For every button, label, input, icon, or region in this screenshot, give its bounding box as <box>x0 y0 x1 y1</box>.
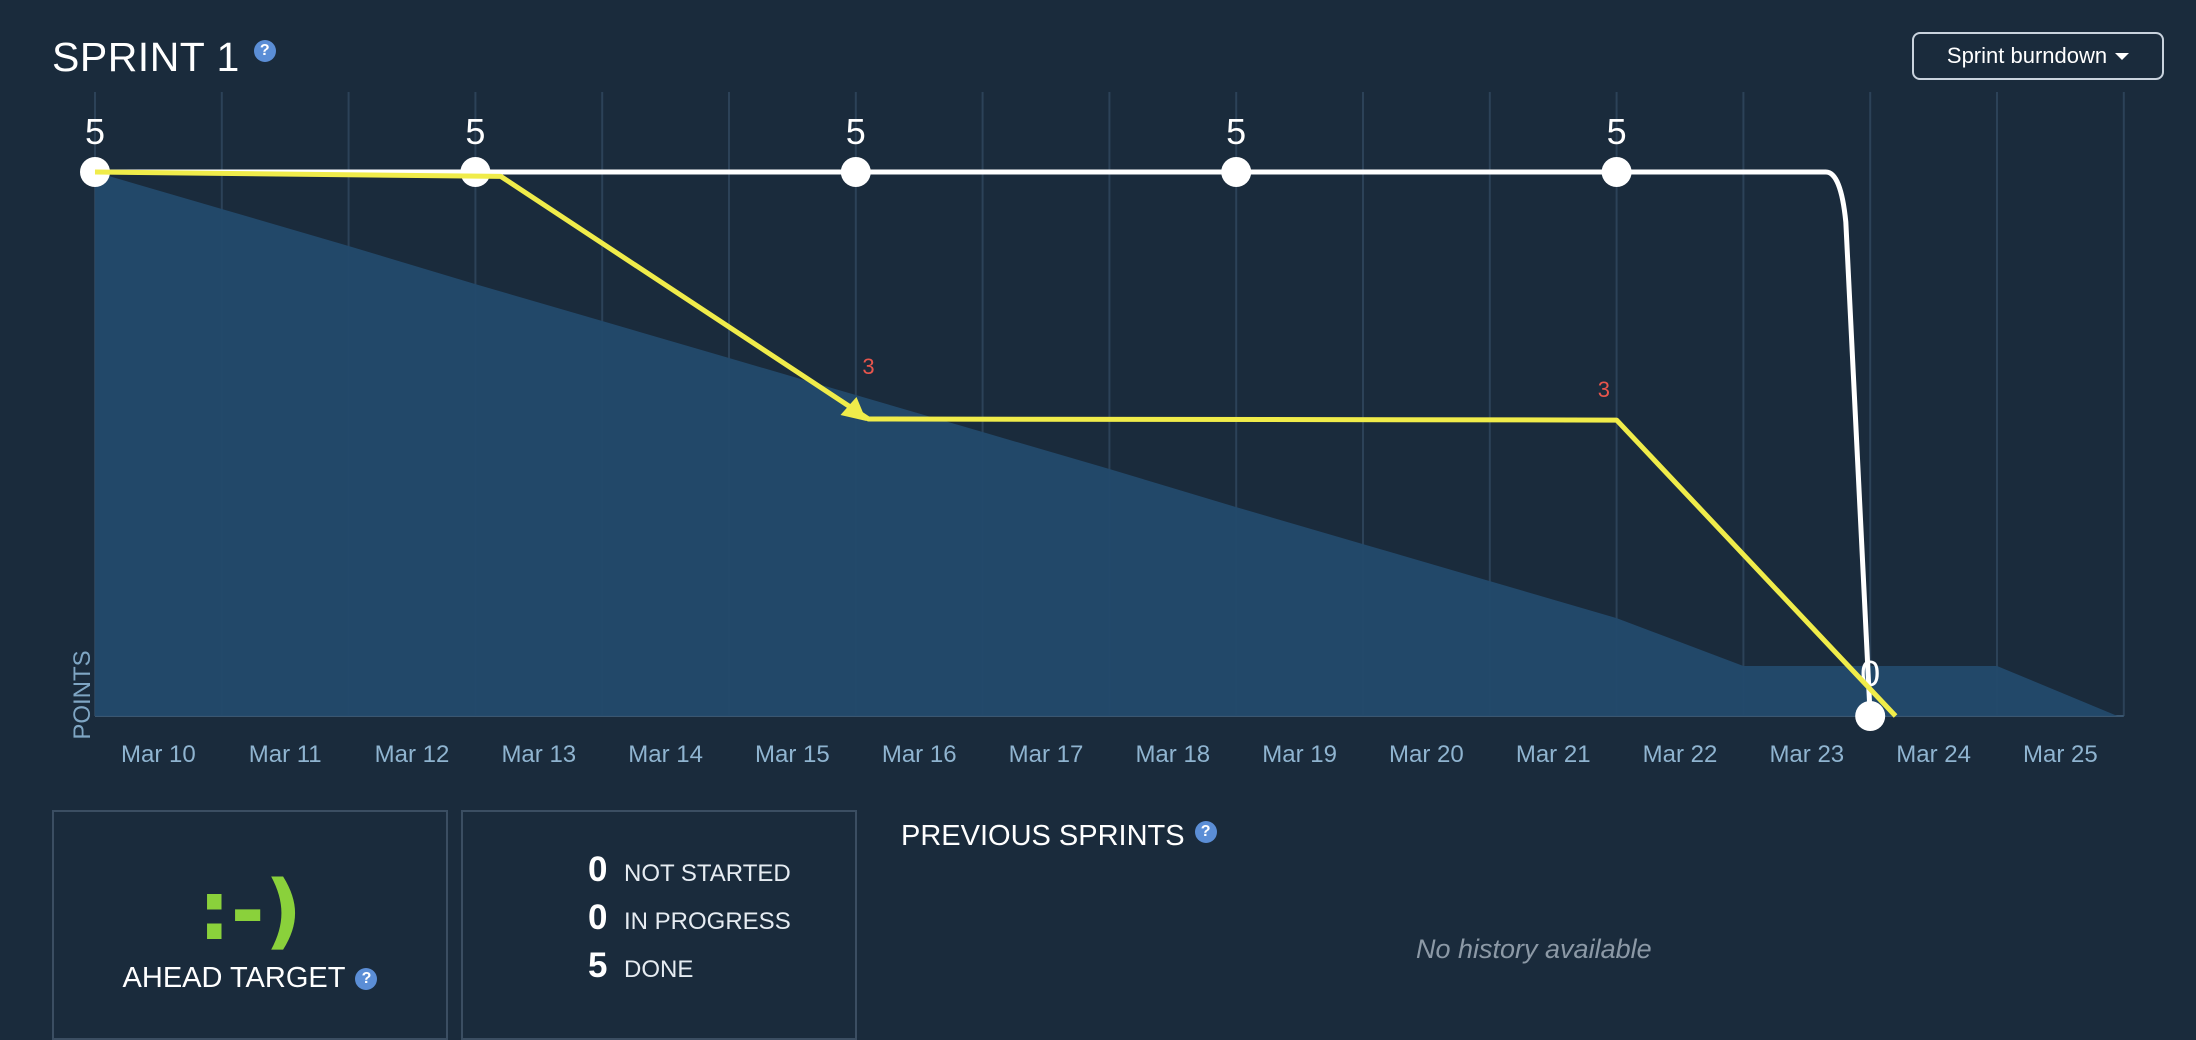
x-tick-label: Mar 12 <box>375 741 450 768</box>
help-icon[interactable]: ? <box>1194 820 1217 843</box>
scope-point <box>1601 157 1632 187</box>
ideal-burndown-area <box>95 172 2118 716</box>
burndown-chart: 5 5 5 5 50 33 Mar 10 Mar 11 Mar 12 Mar 13 Mar 14… <box>69 92 2125 768</box>
no-history-message: No history available <box>1416 934 1652 964</box>
status-count: 0 <box>588 850 608 889</box>
status-label: NOT STARTED <box>624 860 791 887</box>
target-panel: :-) AHEAD TARGET ? <box>52 810 448 1040</box>
sprint-title-row: SPRINT 1 ? <box>52 34 276 81</box>
smiley-icon: :-) <box>197 864 303 959</box>
remaining-line <box>94 169 1898 718</box>
caret-down-icon <box>2115 52 2130 60</box>
previous-sprints-heading: PREVIOUS SPRINTS ? <box>901 820 1217 853</box>
previous-sprints-title: PREVIOUS SPRINTS <box>901 820 1185 852</box>
help-icon[interactable]: ? <box>355 967 378 990</box>
scope-point <box>1855 701 1886 731</box>
status-list: 0 NOT STARTED 0 IN PROGRESS 5 DONE <box>588 850 791 994</box>
x-tick-label: Mar 18 <box>1135 741 1210 768</box>
dropdown-label: Sprint burndown <box>1946 43 2108 68</box>
scope-point <box>840 157 871 187</box>
x-tick-label: Mar 13 <box>501 741 576 768</box>
status-row-done: 5 DONE <box>588 946 791 994</box>
x-tick-label: Mar 24 <box>1896 741 1971 768</box>
arrow-head-icon <box>840 396 867 421</box>
target-status: AHEAD TARGET ? <box>54 962 446 995</box>
help-icon[interactable]: ? <box>253 39 276 62</box>
chart-type-dropdown[interactable]: Sprint burndown <box>1912 32 2164 80</box>
remaining-point-label: 3 <box>862 354 874 379</box>
x-tick-label: Mar 25 <box>2023 741 2098 768</box>
x-tick-label: Mar 10 <box>121 741 196 768</box>
scope-line <box>95 169 1873 717</box>
x-tick-label: Mar 16 <box>882 741 957 768</box>
scope-point <box>460 157 491 187</box>
status-row-not-started: 0 NOT STARTED <box>588 850 791 898</box>
y-axis-label: POINTS <box>69 650 96 739</box>
scope-point-label: 5 <box>85 111 105 152</box>
x-tick-label: Mar 14 <box>628 741 703 768</box>
scope-point-label: 5 <box>465 111 485 152</box>
status-row-in-progress: 0 IN PROGRESS <box>588 898 791 946</box>
status-panel: 0 NOT STARTED 0 IN PROGRESS 5 DONE <box>461 810 857 1040</box>
status-count: 5 <box>588 946 608 985</box>
scope-point-label: 5 <box>1607 111 1627 152</box>
scope-point <box>1221 157 1252 187</box>
remaining-point-label: 3 <box>1598 377 1610 402</box>
x-tick-label: Mar 22 <box>1643 741 1718 768</box>
x-tick-label: Mar 11 <box>249 741 322 768</box>
x-tick-label: Mar 20 <box>1389 741 1464 768</box>
x-tick-label: Mar 23 <box>1769 741 1844 768</box>
status-label: IN PROGRESS <box>624 908 791 935</box>
x-tick-label: Mar 19 <box>1262 741 1337 768</box>
x-tick-label: Mar 21 <box>1516 741 1591 768</box>
target-label: AHEAD TARGET <box>122 962 346 994</box>
scope-point-label: 5 <box>1226 111 1246 152</box>
scope-point-label: 5 <box>846 111 866 152</box>
x-tick-label: Mar 17 <box>1009 741 1084 768</box>
status-count: 0 <box>588 898 608 937</box>
sprint-title: SPRINT 1 <box>52 34 240 80</box>
x-tick-label: Mar 15 <box>755 741 830 768</box>
status-label: DONE <box>624 956 694 983</box>
